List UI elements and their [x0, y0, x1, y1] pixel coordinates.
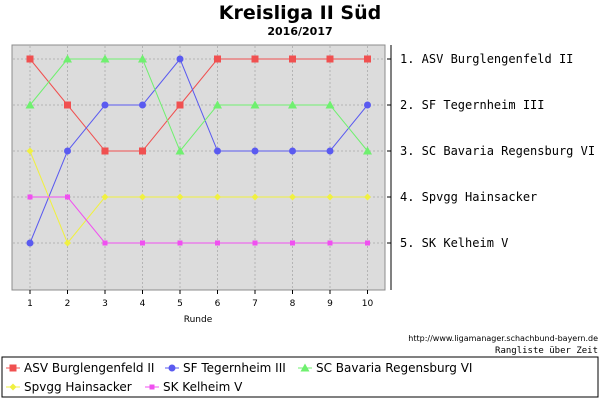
- point-marker-square: [326, 55, 334, 63]
- series-lines: [25, 54, 372, 247]
- point-marker-diamond: [289, 193, 296, 201]
- series: [26, 55, 371, 247]
- point-marker-square: [140, 240, 145, 246]
- point-marker-diamond: [139, 193, 146, 201]
- rank-labels: 1. ASV Burglengenfeld II 2. SF Tegernheim…: [400, 52, 595, 250]
- point-marker-triangle: [250, 100, 260, 109]
- point-marker-triangle: [63, 54, 72, 63]
- point-marker-circle: [26, 239, 34, 247]
- point-marker-square: [27, 194, 33, 200]
- point-marker-triangle: [25, 100, 35, 109]
- chart-title: Kreisliga II Süd: [219, 2, 381, 24]
- rank-label: 1. ASV Burglengenfeld II: [400, 52, 573, 66]
- x-tick-label: 6: [215, 299, 221, 309]
- point-marker-diamond: [26, 147, 34, 155]
- x-tick-label: 5: [177, 299, 183, 309]
- x-tick-label: 3: [102, 299, 108, 309]
- rank-label: 5. SK Kelheim V: [400, 236, 508, 250]
- point-marker-triangle: [138, 54, 147, 63]
- legend-box: [1, 356, 599, 398]
- x-axis-title: Runde: [184, 315, 213, 325]
- point-marker-square: [102, 240, 108, 246]
- point-marker-triangle: [213, 100, 222, 109]
- series: [27, 194, 370, 246]
- point-marker-diamond: [364, 193, 371, 201]
- point-marker-circle: [64, 147, 71, 155]
- series-line: [30, 196, 368, 244]
- point-marker-diamond: [176, 193, 184, 201]
- legend-label: SF Tegernheim III: [183, 361, 286, 375]
- point-marker-square: [290, 240, 295, 246]
- point-marker-triangle: [300, 363, 310, 372]
- chart-subtitle: 2016/2017: [267, 25, 332, 38]
- rank-label: 3. SC Bavaria Regensburg VI: [400, 144, 595, 158]
- point-marker-square: [289, 55, 296, 63]
- rank-label: 2. SF Tegernheim III: [400, 98, 545, 112]
- point-marker-square: [215, 240, 220, 246]
- point-marker-circle: [168, 364, 176, 372]
- point-marker-diamond: [9, 383, 17, 391]
- point-marker-triangle: [325, 100, 335, 109]
- point-marker-square: [177, 240, 183, 246]
- legend-item: ASV Burglengenfeld II: [6, 361, 154, 375]
- x-tick-label: 2: [65, 299, 71, 309]
- x-tick-label: 9: [327, 299, 333, 309]
- legend-item: SK Kelheim V: [145, 380, 243, 394]
- point-marker-square: [252, 240, 258, 246]
- point-marker-diamond: [326, 193, 334, 201]
- legend: ASV Burglengenfeld II SF Tegernheim III SC…: [6, 361, 472, 394]
- point-marker-square: [176, 101, 184, 109]
- point-marker-diamond: [101, 193, 109, 201]
- legend-item: Spvgg Hainsacker: [6, 380, 132, 394]
- legend-label: SK Kelheim V: [163, 380, 243, 394]
- point-marker-circle: [139, 101, 146, 109]
- legend-label: Spvgg Hainsacker: [24, 380, 132, 394]
- point-marker-diamond: [64, 239, 71, 247]
- rank-label: 4. Spvgg Hainsacker: [400, 190, 537, 204]
- point-marker-circle: [214, 147, 221, 155]
- point-marker-square: [101, 147, 109, 155]
- point-marker-circle: [176, 55, 184, 63]
- x-tick-label: 4: [140, 299, 146, 309]
- point-marker-circle: [289, 147, 296, 155]
- legend-item: SF Tegernheim III: [165, 361, 286, 375]
- point-marker-triangle: [100, 54, 110, 63]
- point-marker-square: [139, 147, 146, 155]
- point-marker-square: [364, 55, 371, 63]
- legend-label: SC Bavaria Regensburg VI: [316, 361, 472, 375]
- point-marker-square: [327, 240, 333, 246]
- note-text: Rangliste über Zeit: [495, 346, 598, 356]
- point-marker-square: [214, 55, 221, 63]
- point-marker-diamond: [214, 193, 221, 201]
- point-marker-diamond: [251, 193, 259, 201]
- point-marker-circle: [251, 147, 259, 155]
- point-marker-square: [365, 240, 370, 246]
- point-marker-square: [65, 194, 70, 200]
- source-text: http://www.ligamanager.schachbund-bayern…: [408, 334, 598, 343]
- point-marker-square: [26, 55, 34, 63]
- point-marker-square: [251, 55, 259, 63]
- point-marker-circle: [326, 147, 334, 155]
- x-tick-label: 8: [290, 299, 296, 309]
- legend-label: ASV Burglengenfeld II: [24, 361, 154, 375]
- point-marker-triangle: [363, 146, 372, 155]
- point-marker-square: [149, 384, 155, 390]
- point-marker-circle: [101, 101, 109, 109]
- legend-item: SC Bavaria Regensburg VI: [298, 361, 472, 375]
- point-marker-triangle: [175, 146, 185, 155]
- axes: 1 2 3 4 5 6 7 8 9 10: [27, 45, 392, 309]
- x-tick-label: 1: [27, 299, 33, 309]
- x-tick-label: 7: [252, 299, 258, 309]
- point-marker-circle: [364, 101, 371, 109]
- point-marker-triangle: [288, 100, 297, 109]
- point-marker-square: [9, 364, 17, 372]
- series-line: [29, 58, 368, 244]
- plot-area: [11, 44, 386, 291]
- x-tick-label: 10: [362, 299, 374, 309]
- point-marker-square: [64, 101, 71, 109]
- series-line: [29, 58, 368, 152]
- series: [25, 54, 372, 155]
